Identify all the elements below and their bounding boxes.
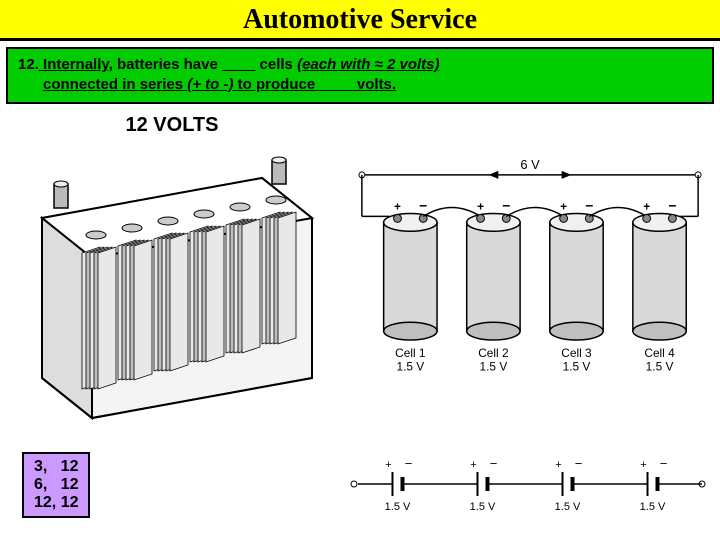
svg-text:+: + — [560, 199, 567, 213]
q-prefix: Internally — [39, 56, 109, 73]
svg-text:−: − — [490, 456, 498, 471]
q-number: 12. — [18, 56, 39, 73]
answer-option-1: 3, 12 — [34, 458, 78, 476]
svg-text:1.5 V: 1.5 V — [640, 501, 666, 513]
svg-text:−: − — [405, 456, 413, 471]
q-l2pre: connected in series — [43, 76, 187, 93]
content-row: 12 VOLTS 6 V+−Cell 11.5 V+−Cell 21.5 V+−… — [0, 104, 720, 434]
svg-text:1.5 V: 1.5 V — [396, 360, 424, 374]
page-title: Automotive Service — [243, 4, 477, 35]
svg-text:Cell 3: Cell 3 — [561, 346, 592, 360]
answers-box: 3, 12 6, 12 12, 12 — [22, 452, 90, 518]
q-blank1: ____ — [222, 56, 255, 73]
q-l2mid: to produce — [234, 76, 320, 93]
battery-cutaway: 12 VOLTS — [12, 114, 332, 434]
svg-text:−: − — [585, 197, 593, 213]
q-paren: (each with ≈ 2 volts) — [297, 56, 439, 73]
q-l2paren: (+ to -) — [187, 76, 233, 93]
svg-text:Cell 4: Cell 4 — [644, 346, 675, 360]
svg-text:1.5 V: 1.5 V — [646, 360, 674, 374]
q-blank2: ____ — [319, 76, 352, 93]
svg-text:+: + — [643, 199, 650, 213]
svg-text:6 V: 6 V — [520, 157, 540, 172]
battery-cutaway-svg — [12, 138, 332, 438]
question-box: 12. Internally, batteries have ____ cell… — [6, 47, 714, 104]
svg-text:−: − — [419, 197, 427, 213]
svg-text:+: + — [394, 199, 401, 213]
q-seg1: , batteries have — [109, 56, 222, 73]
series-cells-diagram: 6 V+−Cell 11.5 V+−Cell 21.5 V+−Cell 31.5… — [352, 114, 708, 434]
volts-label: 12 VOLTS — [126, 114, 219, 137]
svg-text:1.5 V: 1.5 V — [480, 360, 508, 374]
series-svg: 6 V+−Cell 11.5 V+−Cell 21.5 V+−Cell 31.5… — [352, 114, 708, 394]
title-bar: Automotive Service — [0, 0, 720, 41]
svg-text:−: − — [668, 197, 676, 213]
schematic-svg: + − 1.5 V + − 1.5 V + − 1.5 V + − 1.5 V — [348, 456, 708, 526]
svg-text:−: − — [502, 197, 510, 213]
svg-text:−: − — [660, 456, 668, 471]
svg-text:Cell 1: Cell 1 — [395, 346, 426, 360]
svg-text:+: + — [385, 459, 391, 471]
question-text: 12. Internally, batteries have ____ cell… — [18, 55, 702, 94]
svg-text:1.5 V: 1.5 V — [470, 501, 496, 513]
svg-text:+: + — [470, 459, 476, 471]
svg-text:1.5 V: 1.5 V — [563, 360, 591, 374]
q-seg2: cells — [255, 56, 297, 73]
svg-text:+: + — [640, 459, 646, 471]
svg-text:Cell 2: Cell 2 — [478, 346, 508, 360]
answer-option-3: 12, 12 — [34, 494, 78, 512]
svg-text:1.5 V: 1.5 V — [385, 501, 411, 513]
answer-option-2: 6, 12 — [34, 476, 78, 494]
svg-text:−: − — [575, 456, 583, 471]
svg-text:1.5 V: 1.5 V — [555, 501, 581, 513]
q-l2end: volts. — [353, 76, 396, 93]
svg-text:+: + — [477, 199, 484, 213]
schematic-diagram: + − 1.5 V + − 1.5 V + − 1.5 V + − 1.5 V — [348, 456, 708, 526]
svg-text:+: + — [555, 459, 561, 471]
